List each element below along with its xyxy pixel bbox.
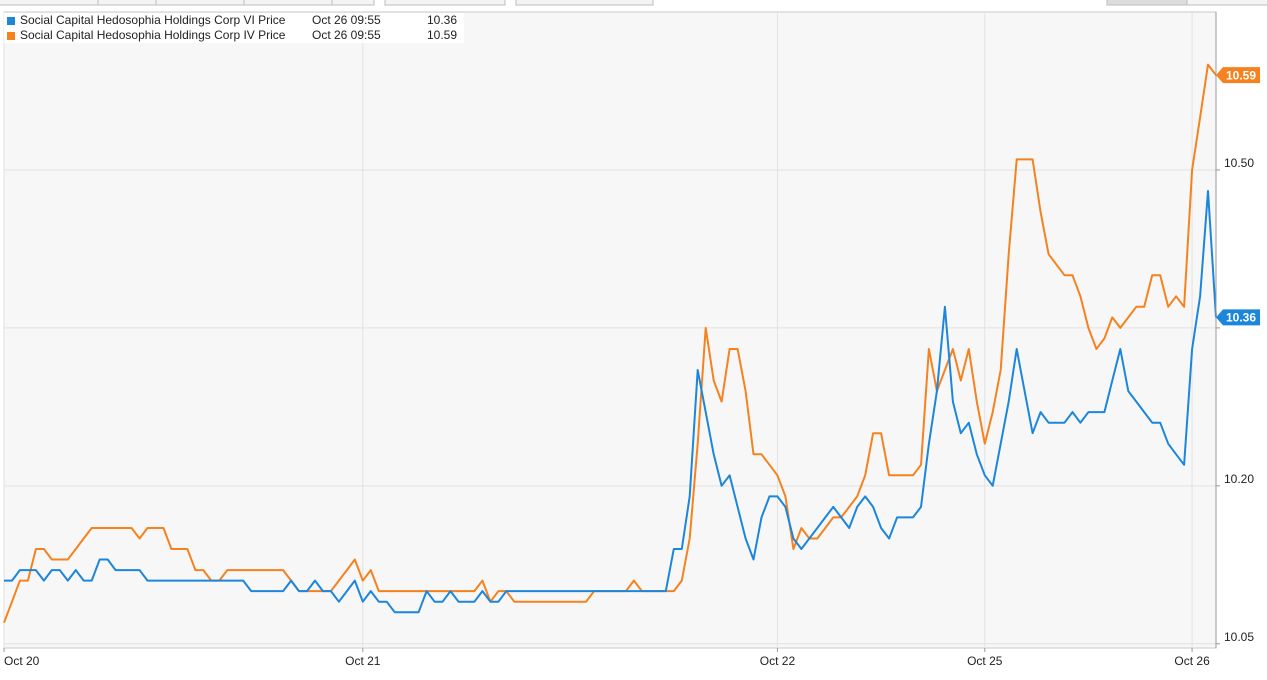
legend-swatch xyxy=(7,32,15,40)
tab[interactable] xyxy=(1186,0,1267,6)
legend-value: 10.59 xyxy=(427,28,457,42)
legend-time: Oct 26 09:55 xyxy=(312,13,381,27)
last-value-flag xyxy=(1216,309,1260,326)
tab[interactable] xyxy=(1106,0,1188,6)
x-tick-label: Oct 20 xyxy=(4,654,40,668)
x-tick-label: Oct 25 xyxy=(967,654,1003,668)
legend-swatch xyxy=(7,17,15,25)
toolbar xyxy=(0,0,1267,6)
last-value-label: 10.36 xyxy=(1226,311,1256,325)
last-value-flag xyxy=(1216,67,1260,84)
legend-bg xyxy=(4,13,464,43)
legend-label: Social Capital Hedosophia Holdings Corp … xyxy=(20,28,286,42)
tab[interactable] xyxy=(97,0,157,6)
legend-time: Oct 26 09:55 xyxy=(312,28,381,42)
tab[interactable] xyxy=(155,0,245,6)
tab[interactable] xyxy=(515,0,654,6)
grid xyxy=(3,12,1220,652)
y-tick-label: 10.20 xyxy=(1224,472,1254,486)
last-value-label: 10.59 xyxy=(1226,68,1256,82)
x-tick-label: Oct 26 xyxy=(1174,654,1210,668)
y-tick-label: 10.05 xyxy=(1224,630,1254,644)
legend-value: 10.36 xyxy=(427,13,457,27)
legend: Social Capital Hedosophia Holdings Corp … xyxy=(4,13,464,43)
lines xyxy=(3,63,1217,624)
tab[interactable] xyxy=(384,0,506,6)
x-tick-label: Oct 22 xyxy=(760,654,796,668)
tab[interactable] xyxy=(243,0,333,6)
tab[interactable] xyxy=(0,0,99,6)
plot-area xyxy=(3,11,1217,649)
y-tick-label: 10.50 xyxy=(1224,156,1254,170)
x-tick-label: Oct 21 xyxy=(345,654,381,668)
series-line xyxy=(4,190,1217,614)
tab[interactable] xyxy=(331,0,375,6)
legend-label: Social Capital Hedosophia Holdings Corp … xyxy=(20,13,286,27)
